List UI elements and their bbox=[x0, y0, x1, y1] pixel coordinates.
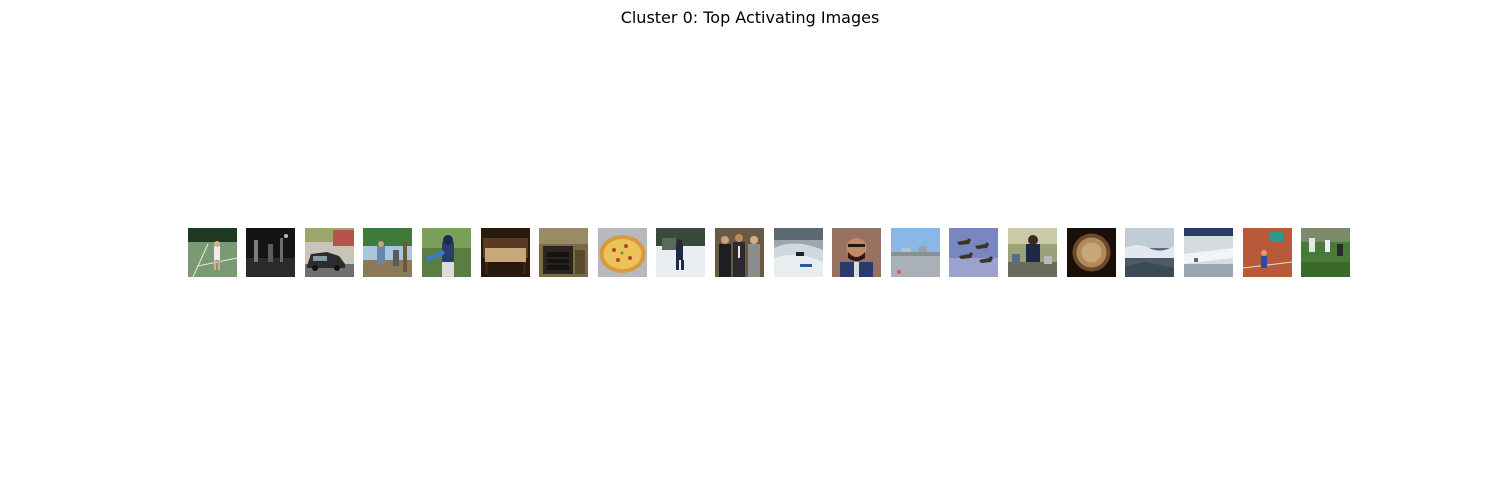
aerial-cloud-view-thumbnail bbox=[1125, 228, 1174, 277]
tennis-court-thumbnail bbox=[1243, 228, 1292, 277]
airplane-formation-image bbox=[949, 228, 998, 277]
figure-title: Cluster 0: Top Activating Images bbox=[620, 8, 880, 27]
men-in-suits-image bbox=[715, 228, 764, 277]
child-batting-thumbnail bbox=[422, 228, 471, 277]
snow-skier-image bbox=[656, 228, 705, 277]
boat-dock-thumbnail bbox=[1184, 228, 1233, 277]
soccer-field-image bbox=[1301, 228, 1350, 277]
airport-runway-image bbox=[891, 228, 940, 277]
smiling-man-image bbox=[832, 228, 881, 277]
men-in-suits-thumbnail bbox=[715, 228, 764, 277]
pizza-image bbox=[598, 228, 647, 277]
parked-cars-image bbox=[305, 228, 354, 277]
seated-people-thumbnail bbox=[1008, 228, 1057, 277]
tennis-court-image bbox=[1243, 228, 1292, 277]
soccer-field-thumbnail bbox=[1301, 228, 1350, 277]
airplane-formation-thumbnail bbox=[949, 228, 998, 277]
fireplace-room-image bbox=[539, 228, 588, 277]
airport-runway-thumbnail bbox=[891, 228, 940, 277]
dark-street-thumbnail bbox=[246, 228, 295, 277]
aerial-cloud-view-image bbox=[1125, 228, 1174, 277]
dark-street-image bbox=[246, 228, 295, 277]
tennis-player-image bbox=[188, 228, 237, 277]
boat-dock-image bbox=[1184, 228, 1233, 277]
seated-people-image bbox=[1008, 228, 1057, 277]
round-plate-image bbox=[1067, 228, 1116, 277]
bed-image bbox=[481, 228, 530, 277]
round-plate-thumbnail bbox=[1067, 228, 1116, 277]
fireplace-room-thumbnail bbox=[539, 228, 588, 277]
pizza-thumbnail bbox=[598, 228, 647, 277]
surfer-wave-image bbox=[774, 228, 823, 277]
bed-thumbnail bbox=[481, 228, 530, 277]
outdoor-people-image bbox=[363, 228, 412, 277]
snow-skier-thumbnail bbox=[656, 228, 705, 277]
outdoor-people-thumbnail bbox=[363, 228, 412, 277]
parked-cars-thumbnail bbox=[305, 228, 354, 277]
child-batting-image bbox=[422, 228, 471, 277]
surfer-wave-thumbnail bbox=[774, 228, 823, 277]
tennis-player-thumbnail bbox=[188, 228, 237, 277]
smiling-man-thumbnail bbox=[832, 228, 881, 277]
